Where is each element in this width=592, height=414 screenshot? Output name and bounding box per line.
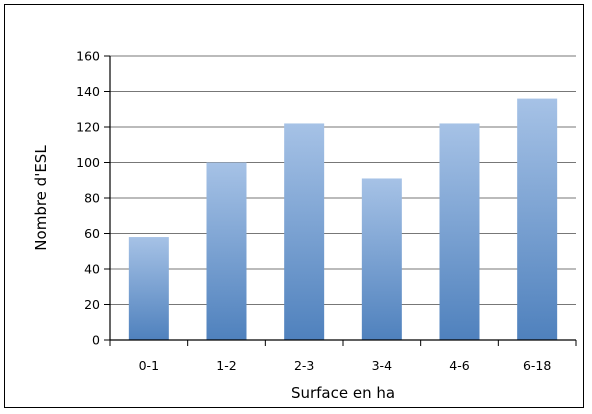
- y-tick-label: 100: [76, 155, 100, 170]
- x-tick-label: 0-1: [139, 358, 159, 373]
- y-tick-label: 160: [76, 49, 100, 64]
- y-tick-label: 60: [84, 226, 100, 241]
- gridlines: [110, 55, 576, 305]
- y-tick-label: 80: [84, 191, 100, 206]
- bar-4-6: [439, 123, 480, 340]
- tick-labels: 0 20 40 60 80 100 120 140 160 0-1 1-2 2-3 3-4 4-6 6-18: [76, 49, 551, 374]
- bar-1-2: [206, 162, 247, 340]
- x-tick-label: 1-2: [216, 358, 236, 373]
- x-tick-label: 6-18: [523, 358, 551, 373]
- x-tick-label: 2-3: [294, 358, 314, 373]
- x-tick-label: 4-6: [449, 358, 469, 373]
- bar-3-4: [361, 178, 402, 340]
- y-tick-label: 120: [76, 120, 100, 135]
- y-axis-title: Nombre d'ESL: [32, 145, 50, 251]
- x-axis-title: Surface en ha: [291, 384, 395, 402]
- bar-6-18: [517, 98, 558, 340]
- y-tick-label: 140: [76, 84, 100, 99]
- bars: [128, 98, 558, 340]
- y-tick-label: 20: [84, 297, 100, 312]
- y-tick-label: 40: [84, 262, 100, 277]
- bar-0-1: [128, 237, 169, 340]
- x-tick-label: 3-4: [372, 358, 392, 373]
- y-tick-label: 0: [92, 333, 100, 348]
- axes: [104, 55, 577, 346]
- bar-2-3: [284, 123, 325, 340]
